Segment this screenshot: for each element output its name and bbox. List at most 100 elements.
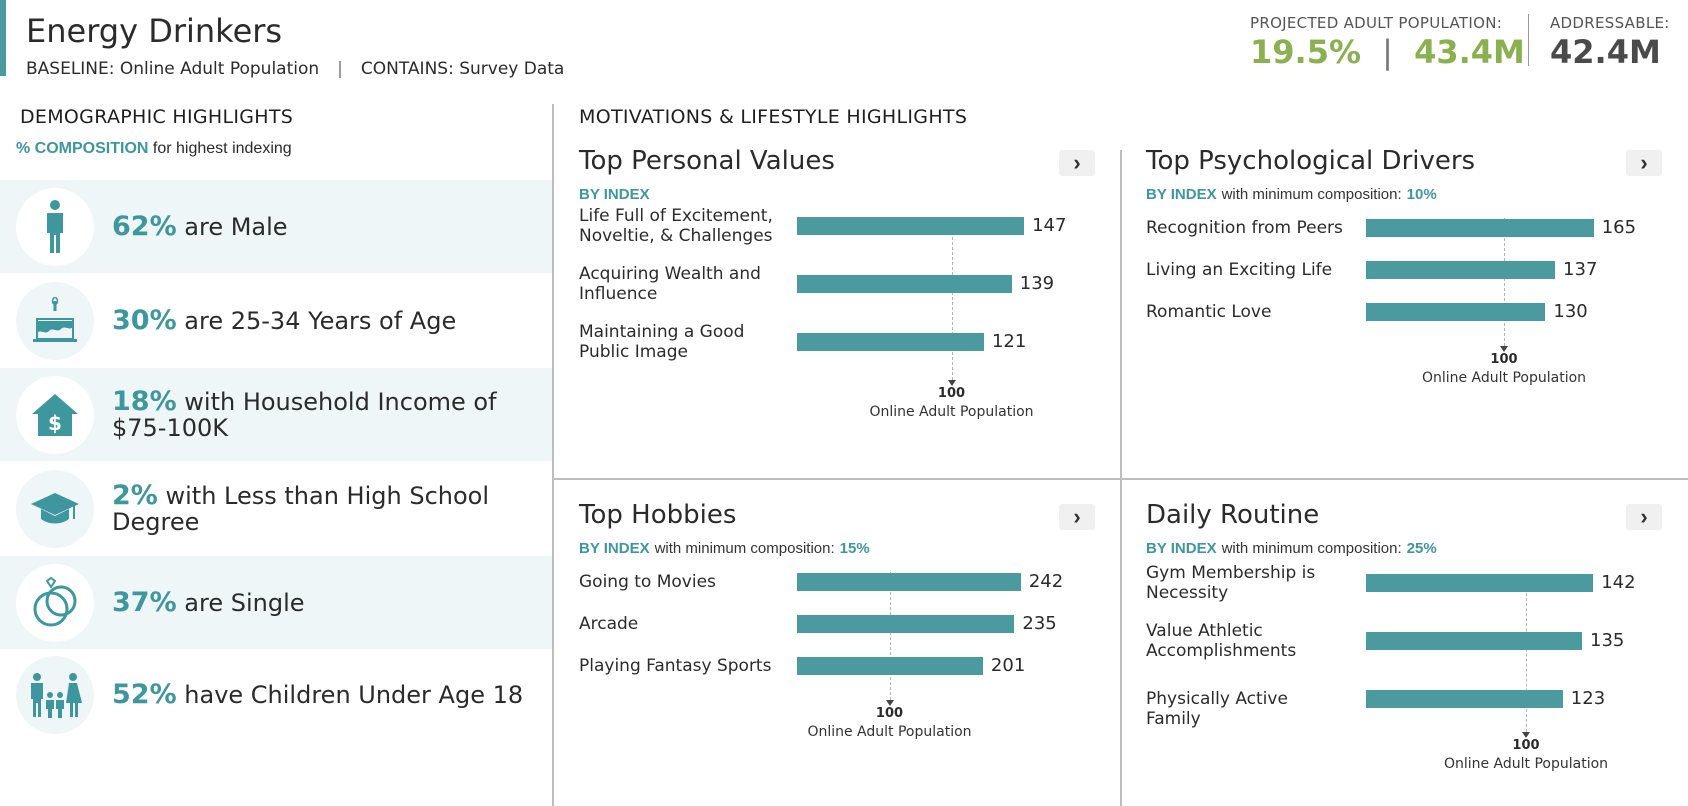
bar-value: 121 bbox=[991, 331, 1027, 352]
header-divider bbox=[1528, 14, 1529, 66]
demo-row-age: 30% are 25-34 Years of Age bbox=[0, 274, 552, 367]
addressable-label: ADDRESSABLE: bbox=[1550, 14, 1670, 32]
by-index-label: BY INDEX bbox=[1146, 186, 1217, 203]
svg-text:$: $ bbox=[48, 411, 62, 435]
bar-value: 242 bbox=[1028, 571, 1064, 592]
demo-text: 18% with Household Income of $75-100K bbox=[112, 388, 532, 441]
contains-text: CONTAINS: Survey Data bbox=[360, 59, 565, 79]
next-button[interactable]: › bbox=[1626, 150, 1662, 176]
reference-value: 100 bbox=[875, 706, 904, 721]
demo-row-children: 52% have Children Under Age 18 bbox=[0, 648, 552, 741]
house-dollar-icon: $ bbox=[16, 375, 94, 454]
meta-separator: | bbox=[337, 59, 343, 79]
demo-pct: 30% bbox=[112, 304, 177, 336]
projected-count: 43.4M bbox=[1414, 33, 1525, 71]
chevron-right-icon: › bbox=[1640, 504, 1648, 529]
birthday-cake-icon bbox=[16, 281, 94, 360]
bar bbox=[1366, 219, 1594, 237]
next-button[interactable]: › bbox=[1626, 504, 1662, 530]
demo-text: 2% with Less than High School Degree bbox=[112, 481, 532, 536]
demo-row-single: 37% are Single bbox=[0, 556, 552, 649]
by-index-label: BY INDEX bbox=[579, 186, 650, 203]
demo-text: 52% have Children Under Age 18 bbox=[112, 678, 532, 710]
demo-row-male: 62% are Male bbox=[0, 180, 552, 273]
left-column-divider bbox=[552, 104, 554, 806]
demo-label: are Male bbox=[184, 212, 288, 241]
by-index-label: BY INDEX bbox=[579, 540, 650, 557]
bar bbox=[797, 615, 1015, 633]
panel-subtitle: BY INDEX with minimum composition: 25% bbox=[1146, 540, 1437, 557]
bar bbox=[797, 573, 1021, 591]
family-icon bbox=[16, 655, 94, 734]
demo-row-income: $ 18% with Household Income of $75-100K bbox=[0, 368, 552, 461]
bar bbox=[797, 217, 1025, 235]
bar-value: 147 bbox=[1032, 215, 1067, 236]
reference-line bbox=[1526, 578, 1527, 732]
bar-value: 201 bbox=[990, 655, 1026, 676]
demo-text: 30% are 25-34 Years of Age bbox=[112, 304, 532, 336]
bar bbox=[1366, 303, 1546, 321]
reference-arrow-icon bbox=[947, 380, 956, 386]
demo-row-education: 2% with Less than High School Degree bbox=[0, 462, 552, 555]
bar-value: 137 bbox=[1563, 259, 1598, 280]
reference-value: 100 bbox=[1490, 352, 1518, 367]
row-divider bbox=[554, 478, 1688, 480]
composition-highlight: % COMPOSITION bbox=[16, 140, 149, 157]
min-composition-value: 25% bbox=[1406, 540, 1437, 557]
bar-label: Acquiring Wealth and Influence bbox=[579, 264, 761, 304]
panel-subtitle: BY INDEX with minimum composition: 15% bbox=[579, 540, 870, 557]
reference-label: Online Adult Population bbox=[1421, 370, 1587, 386]
graduation-cap-icon bbox=[16, 469, 94, 548]
projected-population: PROJECTED ADULT POPULATION: 19.5% | 43.4… bbox=[1250, 14, 1525, 70]
reference-arrow-icon bbox=[1522, 732, 1530, 738]
panel-subtitle: BY INDEX bbox=[579, 186, 650, 203]
addressable: ADDRESSABLE: 42.4M bbox=[1550, 14, 1670, 70]
addressable-value: 42.4M bbox=[1550, 33, 1661, 71]
demo-label: with Less than High School Degree bbox=[112, 481, 490, 536]
reference-label: Online Adult Population bbox=[807, 724, 972, 740]
bar-value: 139 bbox=[1019, 273, 1055, 294]
min-composition-text: with minimum composition: bbox=[654, 540, 835, 557]
next-button[interactable]: › bbox=[1059, 504, 1095, 530]
projected-values: 19.5% | 43.4M bbox=[1250, 34, 1525, 70]
demo-pct: 52% bbox=[112, 678, 177, 710]
reference-arrow-icon bbox=[1500, 346, 1508, 352]
next-button[interactable]: › bbox=[1059, 150, 1095, 176]
demo-label: have Children Under Age 18 bbox=[184, 680, 524, 709]
reference-line bbox=[1504, 218, 1505, 346]
panel-subtitle: BY INDEX with minimum composition: 10% bbox=[1146, 186, 1437, 203]
bar bbox=[1366, 261, 1556, 279]
demo-text: 62% are Male bbox=[112, 210, 532, 242]
projected-label: PROJECTED ADULT POPULATION: bbox=[1250, 14, 1503, 32]
reference-value: 100 bbox=[1512, 738, 1540, 753]
bar-label: Value Athletic Accomplishments bbox=[1146, 621, 1297, 661]
reference-arrow-icon bbox=[885, 700, 894, 706]
chevron-right-icon: › bbox=[1073, 150, 1081, 175]
min-composition-text: with minimum composition: bbox=[1221, 186, 1402, 203]
bar-value: 135 bbox=[1590, 630, 1625, 651]
bar bbox=[797, 333, 984, 351]
motivations-title: MOTIVATIONS & LIFESTYLE HIGHLIGHTS bbox=[579, 106, 968, 128]
accent-bar bbox=[0, 0, 6, 76]
min-composition-value: 15% bbox=[839, 540, 870, 557]
projected-separator: | bbox=[1382, 33, 1393, 71]
bar-label: Playing Fantasy Sports bbox=[579, 656, 772, 676]
baseline-text: BASELINE: Online Adult Population bbox=[26, 59, 320, 79]
demo-pct: 62% bbox=[112, 210, 177, 242]
panel-title: Top Hobbies bbox=[579, 500, 737, 530]
reference-line bbox=[951, 222, 953, 380]
rings-icon bbox=[16, 563, 94, 642]
bar-label: Gym Membership is Necessity bbox=[1146, 563, 1316, 603]
composition-rest: for highest indexing bbox=[152, 140, 292, 157]
bar-label: Recognition from Peers bbox=[1146, 218, 1343, 238]
bar-label: Living an Exciting Life bbox=[1146, 260, 1333, 280]
baseline-meta: BASELINE: Online Adult Population | CONTAI… bbox=[26, 59, 564, 79]
demo-label: are 25-34 Years of Age bbox=[184, 306, 457, 335]
reference-label: Online Adult Population bbox=[1443, 756, 1609, 772]
bar bbox=[797, 657, 983, 675]
chevron-right-icon: › bbox=[1640, 150, 1648, 175]
chevron-right-icon: › bbox=[1073, 504, 1081, 529]
page-title: Energy Drinkers bbox=[26, 12, 283, 50]
bar-label: Arcade bbox=[579, 614, 639, 634]
bar-value: 165 bbox=[1601, 217, 1637, 238]
